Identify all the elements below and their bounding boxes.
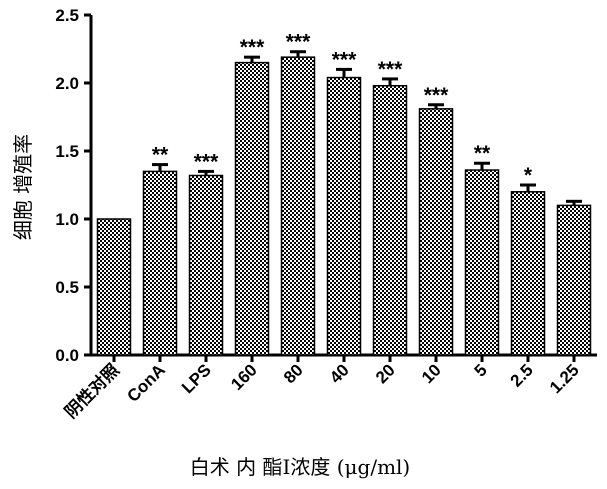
x-tick-label: LPS	[178, 360, 215, 397]
bar-group: ***	[282, 31, 315, 355]
bar	[98, 219, 131, 355]
x-axis-title: 白术 内 酯I浓度 (μg/ml)	[190, 455, 410, 479]
significance-marker: ***	[424, 84, 449, 107]
bar	[236, 63, 269, 355]
significance-marker: ***	[332, 48, 357, 71]
y-tick-label: 2.0	[55, 74, 79, 93]
bar	[190, 175, 223, 355]
bar	[558, 205, 591, 355]
significance-marker: ***	[194, 150, 219, 173]
bar-group: ***	[236, 36, 269, 355]
bar	[374, 86, 407, 355]
x-tick-label: 80	[280, 360, 307, 387]
significance-marker: ***	[378, 58, 403, 81]
significance-marker: ***	[286, 31, 311, 54]
x-tick-label: 160	[227, 360, 260, 393]
x-tick-label: 20	[372, 360, 399, 387]
bar	[328, 78, 361, 355]
x-tick-label: 5	[471, 360, 491, 380]
y-axis-title: 细胞 增殖率	[11, 134, 35, 240]
y-tick-label: 0.0	[55, 346, 79, 365]
y-axis: 0.0 0.5 1.0 1.5 2.0 2.5	[55, 6, 91, 365]
x-tick-label: 1.25	[546, 360, 583, 397]
bar	[466, 170, 499, 355]
x-tick-labels: 阴性对照ConA LPS 160 80 40 20 10 5 2.5 1.25	[61, 360, 583, 422]
y-tick-label: 1.0	[55, 210, 79, 229]
x-tick-label: 2.5	[507, 360, 537, 390]
bar-group: **	[466, 142, 499, 355]
x-tick-label: 40	[326, 360, 353, 387]
y-tick-label: 2.5	[55, 6, 79, 25]
x-axis	[90, 355, 597, 362]
bar-group: ***	[328, 48, 361, 355]
significance-marker: *	[524, 164, 533, 187]
bar-group	[98, 219, 131, 355]
bar-group: ***	[420, 84, 453, 355]
x-tick-label: ConA	[123, 360, 168, 405]
bar	[144, 171, 177, 355]
bar-group: *	[512, 164, 545, 355]
bar	[420, 109, 453, 355]
bars: ***********************	[98, 31, 591, 355]
bar-group: ***	[190, 150, 223, 355]
bar	[512, 192, 545, 355]
y-tick-label: 0.5	[55, 278, 79, 297]
x-tick-label: 阴性对照	[61, 360, 123, 422]
bar-group: **	[144, 144, 177, 355]
significance-marker: **	[474, 142, 491, 165]
significance-marker: **	[152, 144, 169, 167]
y-tick-label: 1.5	[55, 142, 79, 161]
significance-marker: ***	[240, 36, 265, 59]
bar-group	[558, 201, 591, 355]
x-tick-label: 10	[418, 360, 445, 387]
bar	[282, 57, 315, 355]
bar-group: ***	[374, 58, 407, 355]
